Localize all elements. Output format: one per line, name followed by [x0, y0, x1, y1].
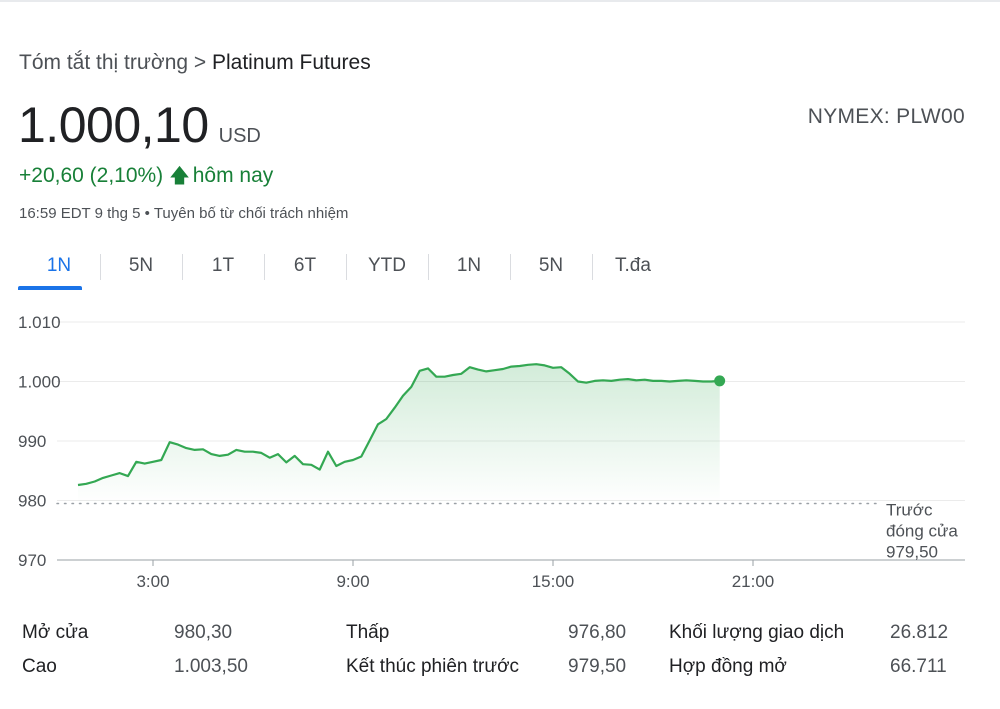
- previous-close-label: đóng cửa: [886, 521, 958, 540]
- stat-open-interest-value: 66.711: [890, 656, 947, 677]
- breadcrumb-separator: >: [193, 51, 207, 74]
- price-row: 1.000,10 USD: [18, 96, 261, 154]
- y-tick-label: 1.000: [18, 373, 61, 392]
- change-value: +20,60 (2,10%): [19, 164, 164, 187]
- stat-low-label: Thấp: [346, 622, 390, 643]
- y-tick-label: 1.010: [18, 313, 61, 332]
- stat-open-value: 980,30: [174, 622, 233, 643]
- stat-high-value: 1.003,50: [174, 656, 248, 677]
- change-suffix: hôm nay: [192, 164, 274, 187]
- tab-ytd[interactable]: YTD: [346, 248, 428, 290]
- current-price: 1.000,10: [18, 97, 209, 153]
- stat-low-value: 976,80: [568, 622, 627, 643]
- tab-6-months[interactable]: 6T: [264, 248, 346, 290]
- price-chart[interactable]: Trước đóng cửa 979,50 970 980 990 1.000 1.010 3…: [0, 300, 1000, 600]
- previous-close-label: 979,50: [886, 542, 938, 561]
- breadcrumb-parent-link[interactable]: Tóm tắt thị trường: [19, 51, 189, 74]
- bullet-separator: •: [144, 205, 150, 222]
- x-tick-label: 21:00: [732, 572, 775, 591]
- last-price-dot: [714, 375, 726, 387]
- y-tick-label: 970: [18, 551, 46, 570]
- top-divider: [0, 0, 1000, 2]
- timestamp-line: 16:59 EDT 9 thg 5 • Tuyên bố từ chối trá…: [19, 205, 348, 222]
- tab-1-month[interactable]: 1T: [182, 248, 264, 290]
- currency-label: USD: [218, 125, 261, 147]
- range-tabs: 1N 5N 1T 6T YTD 1N 5N T.đa: [18, 248, 674, 290]
- y-tick-label: 990: [18, 432, 46, 451]
- breadcrumb-current: Platinum Futures: [212, 51, 371, 74]
- previous-close-label: Trước: [886, 500, 933, 519]
- tab-max[interactable]: T.đa: [592, 248, 674, 290]
- stat-high-label: Cao: [22, 656, 57, 677]
- arrow-up-icon: 🡅: [169, 165, 190, 187]
- x-tick-label: 9:00: [336, 572, 369, 591]
- tab-1-year[interactable]: 1N: [428, 248, 510, 290]
- x-tick-label: 15:00: [532, 572, 575, 591]
- price-area-fill: [78, 364, 720, 504]
- stat-open-label: Mở cửa: [22, 622, 89, 643]
- price-change: +20,60 (2,10%) 🡅 hôm nay: [19, 161, 273, 195]
- stat-volume-label: Khối lượng giao dịch: [669, 622, 845, 643]
- tab-5-days[interactable]: 5N: [100, 248, 182, 290]
- tab-5-years[interactable]: 5N: [510, 248, 592, 290]
- timestamp: 16:59 EDT 9 thg 5: [19, 205, 141, 222]
- exchange-symbol: NYMEX: PLW00: [807, 105, 965, 128]
- breadcrumb: Tóm tắt thị trường > Platinum Futures: [19, 51, 371, 75]
- stat-volume-value: 26.812: [890, 622, 949, 643]
- stat-open-interest-label: Hợp đồng mở: [669, 656, 787, 677]
- stat-prev-close-value: 979,50: [568, 656, 627, 677]
- price-line: [77, 363, 720, 487]
- disclaimer-link[interactable]: Tuyên bố từ chối trách nhiệm: [153, 205, 349, 222]
- stat-prev-close-label: Kết thúc phiên trước: [346, 656, 520, 677]
- x-tick-label: 3:00: [136, 572, 169, 591]
- y-tick-label: 980: [18, 492, 46, 511]
- tab-1-day[interactable]: 1N: [18, 248, 100, 290]
